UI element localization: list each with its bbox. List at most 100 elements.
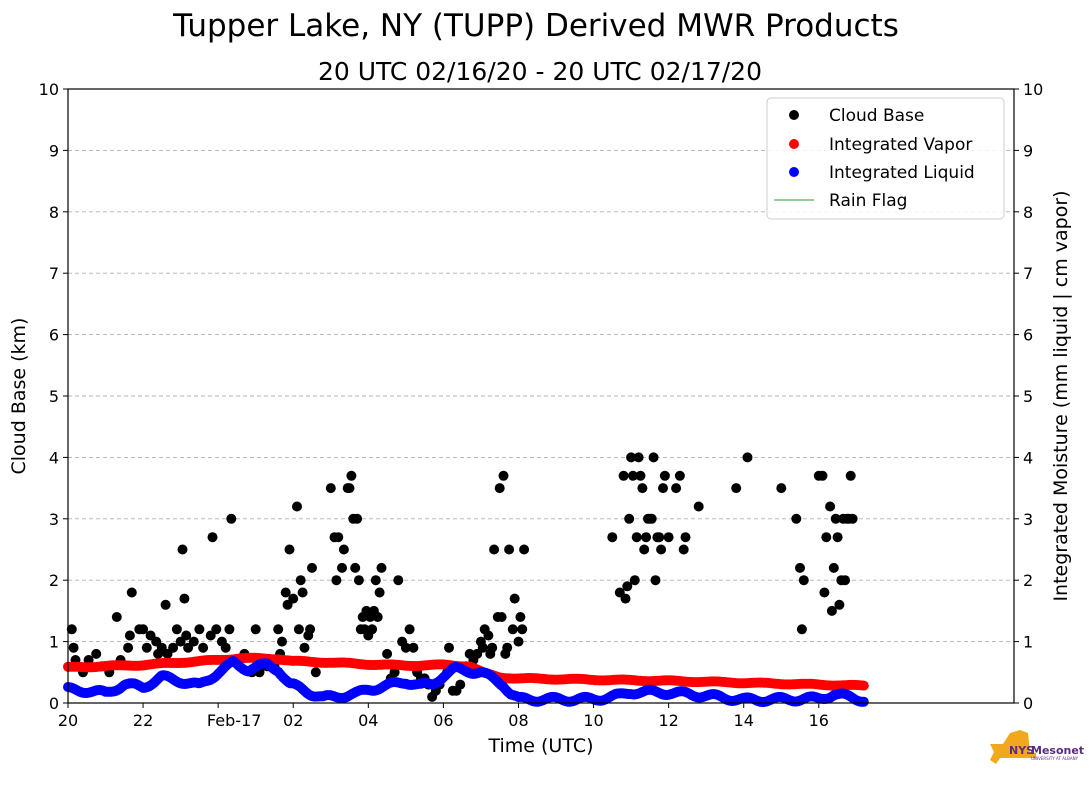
new-york-state-icon bbox=[990, 730, 1036, 764]
data-point bbox=[618, 470, 629, 481]
data-point bbox=[408, 642, 419, 653]
data-point bbox=[288, 593, 299, 604]
legend-marker-integrated-vapor bbox=[789, 139, 799, 149]
data-point bbox=[624, 513, 635, 524]
data-point bbox=[674, 470, 685, 481]
data-point bbox=[791, 513, 802, 524]
data-point bbox=[496, 612, 507, 622]
data-point bbox=[487, 642, 498, 653]
data-point bbox=[370, 575, 381, 586]
data-point bbox=[821, 532, 832, 543]
data-point bbox=[68, 642, 79, 653]
data-point bbox=[622, 581, 633, 592]
data-point bbox=[477, 642, 488, 653]
series-cloud-base bbox=[66, 452, 858, 702]
x-axis-label: Time (UTC) bbox=[487, 735, 593, 757]
x-tick-label: 08 bbox=[508, 711, 528, 730]
y-tick-label: 1 bbox=[49, 633, 59, 652]
data-point bbox=[350, 562, 361, 573]
data-point bbox=[504, 544, 515, 555]
data-point bbox=[123, 642, 134, 653]
x-tick-label: 10 bbox=[583, 711, 603, 730]
data-point bbox=[171, 624, 182, 635]
data-point bbox=[845, 470, 856, 481]
chart-subtitle: 20 UTC 02/16/20 - 20 UTC 02/17/20 bbox=[318, 57, 762, 86]
plot-area bbox=[63, 452, 869, 708]
data-point bbox=[507, 624, 518, 635]
data-point bbox=[393, 575, 404, 586]
legend-label-rain-flag: Rain Flag bbox=[829, 191, 907, 211]
data-point bbox=[607, 532, 618, 543]
data-point bbox=[648, 452, 659, 463]
logo-text-mesonet: Mesonet bbox=[1031, 744, 1084, 757]
data-point bbox=[635, 470, 646, 481]
data-point bbox=[160, 599, 171, 610]
data-point bbox=[858, 696, 869, 707]
data-point bbox=[847, 513, 858, 524]
data-point bbox=[207, 532, 218, 543]
data-point bbox=[404, 624, 415, 635]
data-point bbox=[795, 562, 805, 573]
x-axis-ticks: 20 22 Feb-17 02 04 06 08 10 12 14 16 bbox=[58, 703, 829, 730]
data-point bbox=[494, 483, 505, 494]
data-point bbox=[620, 593, 631, 604]
legend-marker-integrated-liquid bbox=[789, 167, 799, 177]
data-point bbox=[111, 612, 122, 622]
data-point bbox=[858, 680, 869, 691]
data-point bbox=[372, 612, 383, 622]
data-point bbox=[834, 599, 845, 610]
data-point bbox=[168, 642, 179, 653]
logo-text-nys: NYS bbox=[1009, 744, 1034, 757]
data-point bbox=[646, 513, 657, 524]
data-point bbox=[250, 624, 261, 635]
y2-tick-label: 5 bbox=[1023, 387, 1033, 406]
y2-tick-label: 0 bbox=[1023, 694, 1033, 713]
data-point bbox=[367, 624, 378, 635]
data-point bbox=[455, 679, 466, 690]
data-point bbox=[796, 624, 807, 635]
data-point bbox=[517, 624, 528, 635]
y2-tick-label: 8 bbox=[1023, 203, 1033, 222]
data-point bbox=[656, 544, 667, 555]
data-point bbox=[513, 636, 524, 647]
data-point bbox=[346, 470, 357, 481]
data-point bbox=[776, 483, 787, 494]
x-tick-label: 02 bbox=[283, 711, 303, 730]
y-tick-label: 2 bbox=[49, 571, 59, 590]
y2-tick-label: 2 bbox=[1023, 571, 1033, 590]
data-point bbox=[292, 501, 302, 512]
data-point bbox=[389, 667, 400, 678]
x-tick-label: 14 bbox=[734, 711, 754, 730]
data-point bbox=[331, 575, 342, 586]
data-point bbox=[338, 544, 349, 555]
data-point bbox=[299, 642, 310, 653]
data-point bbox=[650, 575, 661, 586]
data-point bbox=[226, 513, 237, 524]
x-tick-label: Feb-17 bbox=[207, 711, 261, 730]
data-point bbox=[693, 501, 704, 512]
data-point bbox=[828, 562, 839, 573]
legend-label-integrated-vapor: Integrated Vapor bbox=[829, 135, 972, 155]
y-tick-label: 4 bbox=[49, 448, 59, 467]
data-point bbox=[626, 452, 637, 463]
legend-marker-cloud-base bbox=[789, 110, 799, 120]
data-point bbox=[220, 642, 231, 653]
data-point bbox=[181, 630, 192, 641]
data-point bbox=[280, 587, 291, 598]
data-point bbox=[832, 532, 843, 543]
data-point bbox=[502, 642, 513, 653]
data-point bbox=[817, 470, 828, 481]
y2-tick-label: 7 bbox=[1023, 264, 1033, 283]
nys-mesonet-logo: NYS Mesonet UNIVERSITY AT ALBANY bbox=[990, 730, 1084, 764]
chart-title: Tupper Lake, NY (TUPP) Derived MWR Produ… bbox=[172, 8, 899, 44]
data-point bbox=[284, 544, 295, 555]
data-point bbox=[519, 544, 530, 555]
data-point bbox=[840, 575, 851, 586]
legend-box bbox=[766, 97, 1005, 220]
legend-label-integrated-liquid: Integrated Liquid bbox=[829, 163, 975, 183]
y-axis-label: Cloud Base (km) bbox=[8, 318, 30, 475]
data-point bbox=[731, 483, 742, 494]
data-point bbox=[353, 575, 364, 586]
data-point bbox=[337, 562, 347, 573]
